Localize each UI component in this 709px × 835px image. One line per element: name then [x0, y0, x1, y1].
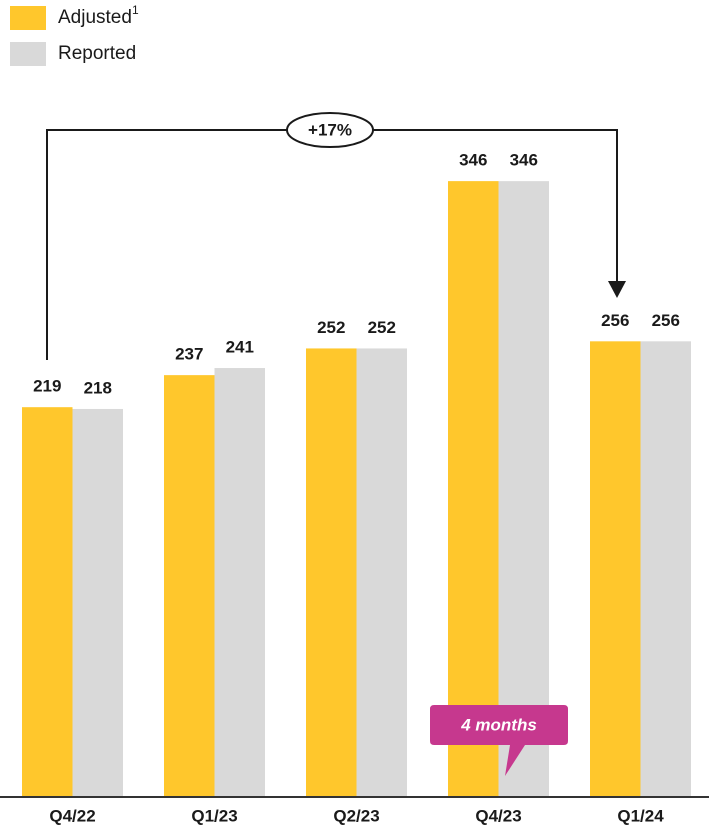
arrow-head [608, 281, 626, 298]
x-tick-label: Q2/23 [333, 806, 379, 825]
bar [640, 341, 691, 797]
x-tick-label: Q4/23 [475, 806, 521, 825]
legend-swatch [10, 6, 46, 30]
callout-box [430, 705, 568, 776]
value-label: 346 [459, 151, 487, 170]
value-label: 346 [510, 151, 538, 170]
growth-bubble [286, 112, 374, 148]
bar [356, 348, 407, 797]
bar [164, 375, 215, 797]
bar [214, 368, 265, 797]
bar [498, 181, 549, 797]
value-label: 256 [601, 311, 629, 330]
growth-label: +17% [308, 120, 352, 139]
value-label: 241 [226, 338, 254, 357]
value-label: 252 [368, 318, 396, 337]
value-label: 218 [84, 378, 112, 397]
callout-label: 4 months [460, 715, 537, 734]
bar [22, 407, 73, 797]
bar [590, 341, 641, 797]
legend-label: Adjusted1 [58, 3, 139, 28]
value-label: 237 [175, 345, 203, 364]
legend-label: Reported [58, 43, 136, 64]
value-label: 256 [652, 311, 680, 330]
bar [306, 348, 357, 797]
x-tick-label: Q4/22 [49, 806, 95, 825]
bar [72, 408, 123, 797]
value-label: 252 [317, 318, 345, 337]
legend-swatch [10, 42, 46, 66]
bar [448, 181, 499, 797]
x-tick-label: Q1/23 [191, 806, 237, 825]
value-label: 219 [33, 377, 61, 396]
x-tick-label: Q1/24 [617, 806, 664, 825]
